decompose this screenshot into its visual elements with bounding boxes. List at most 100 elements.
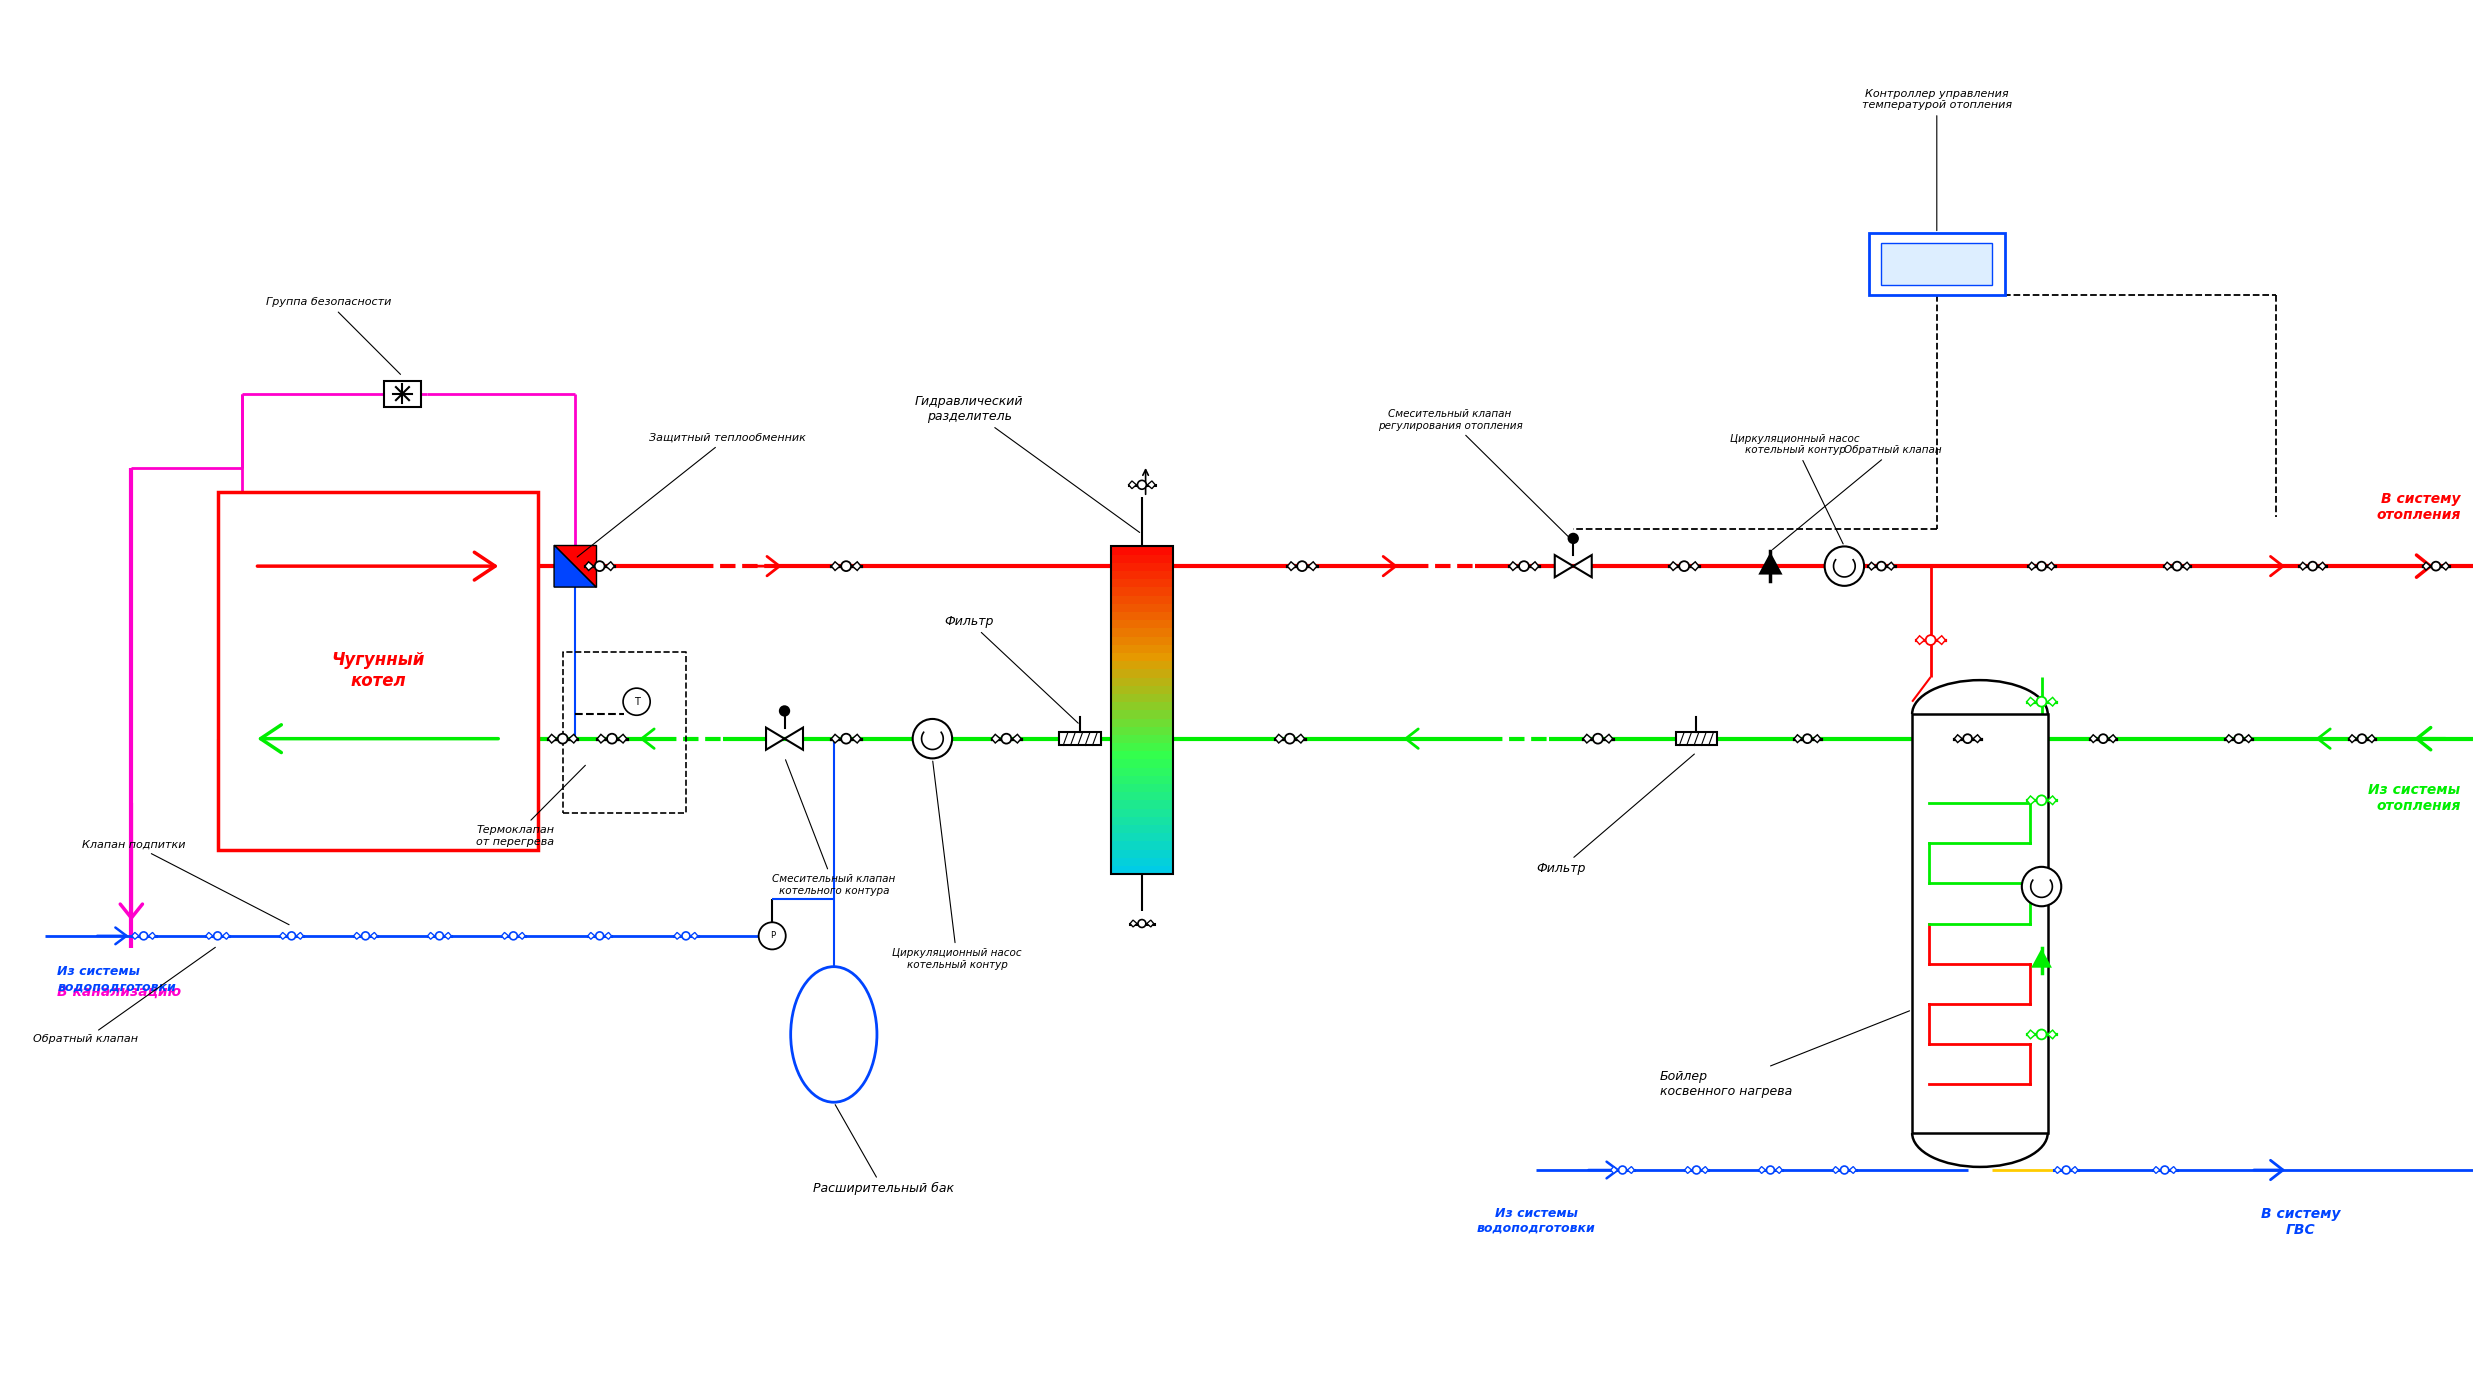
Bar xyxy=(1111,669,1174,677)
Polygon shape xyxy=(1915,635,1925,645)
Polygon shape xyxy=(444,933,452,940)
Circle shape xyxy=(1766,1166,1774,1174)
Circle shape xyxy=(213,933,221,940)
Circle shape xyxy=(2161,1166,2168,1174)
Bar xyxy=(1111,578,1174,588)
Bar xyxy=(1111,800,1174,808)
Ellipse shape xyxy=(791,966,876,1103)
Bar xyxy=(1111,595,1174,604)
Bar xyxy=(1881,243,1992,285)
Polygon shape xyxy=(2350,734,2357,743)
Circle shape xyxy=(1568,533,1578,543)
Polygon shape xyxy=(1275,734,1283,743)
Polygon shape xyxy=(1868,563,1876,570)
Bar xyxy=(1111,824,1174,833)
Bar xyxy=(1111,652,1174,662)
Polygon shape xyxy=(2154,1167,2161,1174)
Bar xyxy=(1111,741,1174,751)
Circle shape xyxy=(1139,920,1146,927)
Polygon shape xyxy=(1129,920,1136,927)
Text: Фильтр: Фильтр xyxy=(1536,754,1695,875)
Bar xyxy=(1868,233,2005,295)
Polygon shape xyxy=(1759,1167,1766,1174)
Polygon shape xyxy=(1776,1167,1781,1174)
Circle shape xyxy=(1618,1166,1628,1174)
Bar xyxy=(1111,684,1174,694)
Text: Обратный клапан: Обратный клапан xyxy=(1771,445,1943,550)
Circle shape xyxy=(509,933,519,940)
Bar xyxy=(1111,570,1174,579)
Polygon shape xyxy=(1833,1167,1838,1174)
Polygon shape xyxy=(1610,1167,1618,1174)
Bar xyxy=(1675,732,1717,745)
Circle shape xyxy=(1824,546,1863,586)
Circle shape xyxy=(1680,561,1690,571)
Polygon shape xyxy=(2029,563,2037,570)
Polygon shape xyxy=(1288,561,1295,571)
Circle shape xyxy=(2037,697,2047,706)
Polygon shape xyxy=(1307,561,1317,571)
Circle shape xyxy=(2235,734,2243,743)
Polygon shape xyxy=(831,561,841,571)
Text: В систему
ГВС: В систему ГВС xyxy=(2260,1208,2340,1237)
Text: Циркуляционный насос
котельный контур: Циркуляционный насос котельный контур xyxy=(893,761,1022,970)
Text: Группа безопасности: Группа безопасности xyxy=(265,297,399,374)
Bar xyxy=(1111,627,1174,637)
Polygon shape xyxy=(1605,734,1613,743)
Polygon shape xyxy=(1690,561,1699,571)
Polygon shape xyxy=(605,933,610,940)
Polygon shape xyxy=(690,933,697,940)
Circle shape xyxy=(1878,561,1886,571)
Polygon shape xyxy=(2027,1030,2034,1039)
Polygon shape xyxy=(427,933,434,940)
Polygon shape xyxy=(1012,734,1022,743)
Circle shape xyxy=(623,688,650,715)
Polygon shape xyxy=(2047,698,2057,706)
Text: Клапан подпитки: Клапан подпитки xyxy=(82,839,290,924)
Circle shape xyxy=(595,561,605,571)
Circle shape xyxy=(2173,561,2181,571)
Circle shape xyxy=(362,933,370,940)
Circle shape xyxy=(2022,867,2062,906)
Polygon shape xyxy=(2421,563,2431,570)
Bar xyxy=(1111,750,1174,759)
Text: Из системы
водоподготовки: Из системы водоподготовки xyxy=(1476,1208,1595,1235)
Polygon shape xyxy=(2089,734,2096,743)
Bar xyxy=(1111,792,1174,800)
Polygon shape xyxy=(1938,635,1945,645)
Polygon shape xyxy=(2109,734,2116,743)
Polygon shape xyxy=(831,734,841,743)
Bar xyxy=(1111,857,1174,866)
Bar xyxy=(1111,718,1174,727)
Bar xyxy=(1111,635,1174,645)
Polygon shape xyxy=(1531,561,1538,571)
Polygon shape xyxy=(1295,734,1305,743)
Bar xyxy=(1111,586,1174,596)
Polygon shape xyxy=(586,561,593,571)
Polygon shape xyxy=(1508,561,1518,571)
Bar xyxy=(1111,709,1174,719)
Bar xyxy=(1913,713,2047,1134)
Polygon shape xyxy=(2367,734,2374,743)
Polygon shape xyxy=(280,933,288,940)
Polygon shape xyxy=(553,546,595,588)
Text: Обратный клапан: Обратный клапан xyxy=(32,948,216,1044)
Bar xyxy=(1111,546,1174,554)
Polygon shape xyxy=(2245,734,2253,743)
Polygon shape xyxy=(1972,734,1980,743)
Polygon shape xyxy=(2047,563,2054,570)
Circle shape xyxy=(1692,1166,1699,1174)
Text: T: T xyxy=(633,697,640,706)
Circle shape xyxy=(1136,480,1146,489)
Polygon shape xyxy=(568,734,578,743)
Text: В систему
отопления: В систему отопления xyxy=(2377,491,2461,522)
Circle shape xyxy=(1298,561,1307,571)
Bar xyxy=(1111,734,1174,743)
Polygon shape xyxy=(1794,734,1801,743)
Polygon shape xyxy=(853,561,861,571)
Bar xyxy=(1111,832,1174,842)
Bar xyxy=(1111,692,1174,702)
Polygon shape xyxy=(675,933,680,940)
Text: Из системы
отопления: Из системы отопления xyxy=(2369,783,2461,814)
Text: Из системы
водоподготовки: Из системы водоподготовки xyxy=(57,966,176,994)
